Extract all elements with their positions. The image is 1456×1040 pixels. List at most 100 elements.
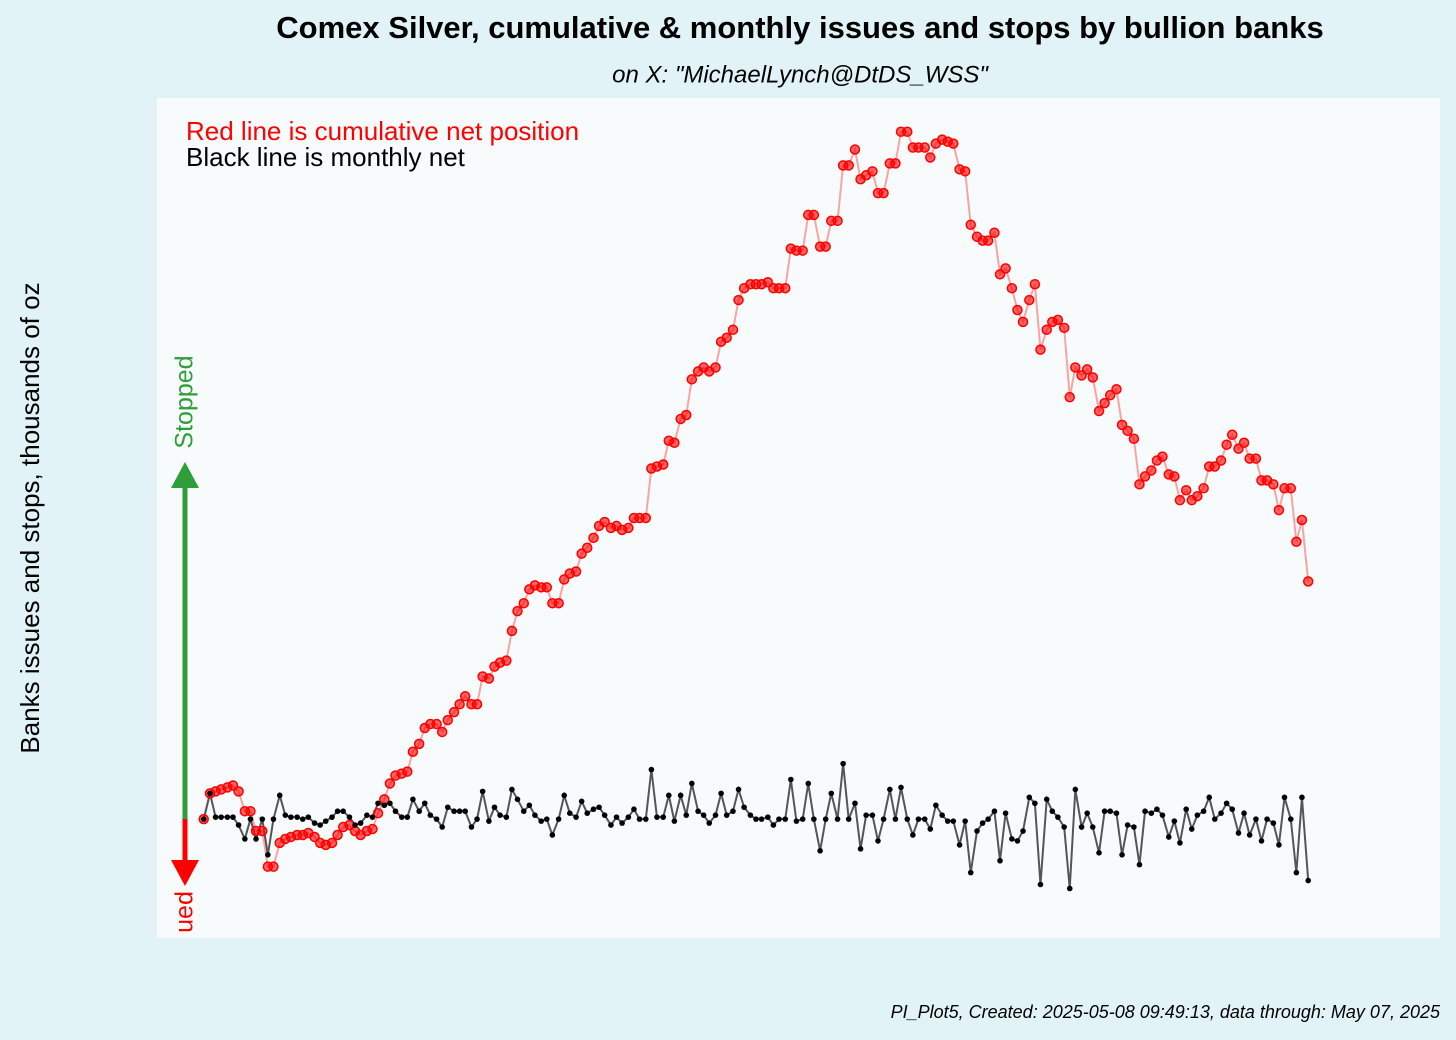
data-point (427, 812, 434, 818)
data-point (1157, 451, 1168, 462)
data-point (730, 808, 736, 815)
data-point (1223, 800, 1230, 807)
data-point (1024, 294, 1035, 306)
data-point (601, 812, 608, 818)
data-point (933, 802, 939, 809)
data-point (1111, 383, 1122, 395)
data-point (985, 816, 991, 822)
data-point (584, 810, 591, 816)
data-point (1104, 389, 1116, 401)
data-point (588, 532, 599, 544)
data-point (782, 816, 789, 822)
data-point (878, 187, 889, 199)
data-point (1017, 316, 1029, 328)
data-point (561, 792, 568, 799)
footer: PI_Plot5, Created: 2025-05-08 09:49:13, … (891, 1002, 1441, 1022)
data-point (578, 798, 585, 805)
data-point (566, 810, 573, 816)
marks (198, 126, 1314, 892)
data-point (526, 802, 533, 809)
data-point (369, 814, 376, 820)
data-point (700, 812, 707, 818)
data-point (619, 820, 625, 826)
data-point (451, 808, 457, 815)
data-point (207, 790, 213, 797)
data-point (512, 605, 523, 617)
data-point (514, 796, 521, 803)
data-point (410, 796, 416, 803)
data-point (677, 792, 684, 799)
data-point (1029, 278, 1041, 290)
data-point (915, 816, 922, 822)
data-point (442, 714, 454, 726)
data-point (1221, 439, 1232, 450)
annotation: Red line is cumulative net position (186, 116, 579, 146)
y-axis-label: Banks issues and stops, thousands of oz (15, 282, 45, 753)
data-point (1136, 861, 1143, 868)
data-point (721, 332, 732, 343)
data-point (317, 822, 323, 828)
data-point (235, 822, 242, 828)
data-point (892, 816, 899, 822)
data-point (543, 816, 550, 822)
data-point (491, 804, 498, 811)
data-point (375, 800, 381, 807)
data-point (863, 812, 869, 818)
data-point (364, 812, 370, 818)
data-point (1174, 494, 1186, 506)
data-point (553, 597, 564, 609)
data-point (845, 816, 852, 822)
data-point (974, 828, 980, 834)
data-point (689, 780, 695, 787)
data-point (212, 814, 219, 820)
data-point (1037, 881, 1044, 888)
data-point (710, 362, 721, 373)
data-point (402, 766, 413, 777)
data-point (956, 842, 963, 848)
data-point (671, 818, 678, 824)
data-point (224, 814, 231, 820)
data-point (372, 807, 384, 819)
data-point (1302, 576, 1314, 587)
data-point (436, 726, 448, 738)
data-point (1081, 364, 1093, 375)
data-point (413, 738, 425, 750)
data-point (1241, 810, 1247, 816)
data-point (1041, 324, 1052, 336)
data-point (1200, 808, 1207, 815)
data-point (989, 227, 1000, 238)
data-point (765, 814, 771, 820)
data-point (1218, 810, 1224, 816)
data-point (1078, 824, 1085, 830)
data-point (471, 698, 483, 710)
data-point (257, 825, 268, 837)
data-point (538, 818, 545, 824)
data-point (456, 808, 463, 815)
data-point (733, 294, 744, 306)
data-point (1273, 504, 1285, 516)
data-point (1235, 830, 1242, 836)
data-point (753, 816, 759, 822)
data-point (657, 459, 669, 470)
data-point (1142, 808, 1148, 815)
data-point (840, 760, 846, 767)
data-point (1002, 810, 1009, 816)
data-point (808, 209, 820, 221)
data-point (1183, 806, 1189, 813)
data-point (541, 582, 553, 593)
data-point (944, 818, 951, 824)
data-point (723, 812, 730, 818)
data-point (1165, 834, 1172, 840)
data-point (776, 816, 782, 822)
data-point (230, 814, 236, 820)
data-point (857, 846, 864, 852)
data-point (1146, 465, 1157, 476)
data-point (322, 818, 329, 824)
data-point (613, 814, 620, 820)
data-point (218, 814, 224, 820)
data-point (919, 142, 930, 153)
annotation: Stopped (171, 355, 199, 448)
data-point (462, 808, 468, 815)
data-point (902, 126, 913, 137)
data-point (270, 816, 277, 822)
